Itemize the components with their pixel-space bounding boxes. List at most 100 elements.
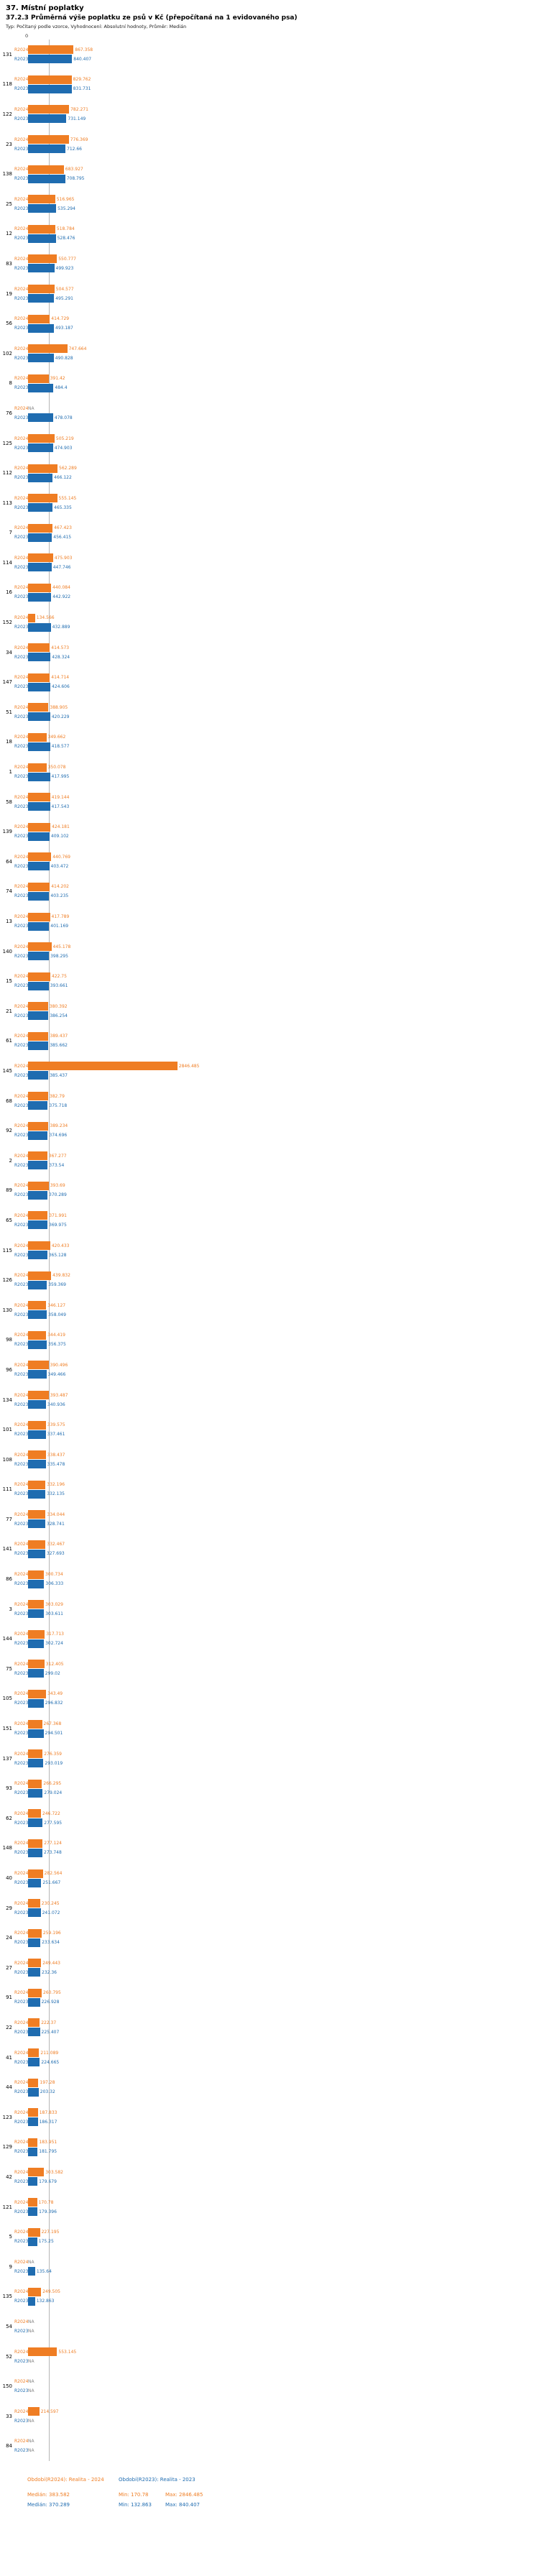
row-bars: R2024 445.178 R2023 398.295: [14, 942, 539, 961]
series-label-r2024: R2024: [14, 1871, 28, 1877]
bar-r2024: [28, 45, 74, 55]
chart-row: 3 R2024 303.029 R2023 303.611: [0, 1594, 539, 1624]
bar-track-r2023: 385.662: [28, 1041, 539, 1050]
bar-track-r2024: 230.245: [28, 1899, 539, 1908]
row-id-label: 58: [6, 799, 12, 805]
bar-value-r2023: 484.4: [55, 385, 68, 391]
bar-track-r2023: 135.64: [28, 2267, 539, 2276]
bar-r2023: [28, 1968, 40, 1977]
series-label-r2023: R2023: [14, 445, 28, 451]
bar-value-r2023: 447.746: [52, 564, 71, 570]
bar-value-r2023: 424.606: [52, 684, 70, 690]
bar-line-r2023: R2023 NA: [14, 2446, 539, 2455]
bar-value-r2023: 226.928: [41, 2000, 60, 2005]
bar-track-r2023: 712.66: [28, 144, 539, 154]
chart-title: 37.2.3 Průměrná výše poplatku ze psů v K…: [6, 14, 298, 22]
row-id-label: 12: [6, 231, 12, 237]
bar-track-r2024: 393.487: [28, 1391, 539, 1400]
bar-value-r2024: 338.437: [47, 1452, 65, 1458]
chart-row: 62 R2024 246.722 R2023 277.595: [0, 1803, 539, 1834]
bar-r2024: [28, 972, 50, 981]
bar-r2024: [28, 613, 35, 622]
bar-r2023: [28, 1430, 46, 1439]
bar-value-r2023: 277.595: [44, 1820, 63, 1826]
row-id-label: 134: [2, 1397, 12, 1403]
bar-r2023: [28, 592, 52, 602]
series-label-r2023: R2023: [14, 2418, 28, 2424]
bar-value-r2024: NA: [28, 405, 34, 411]
bar-track-r2024: 417.789: [28, 912, 539, 921]
bar-track-r2024: 440.084: [28, 583, 539, 592]
bar-line-r2024: R2024 312.405: [14, 1660, 539, 1669]
bar-r2023: [28, 1400, 46, 1409]
row-bars: R2024 518.784 R2023 528.476: [14, 224, 539, 243]
bar-value-r2024: 332.467: [47, 1542, 65, 1547]
chart-row: 131 R2024 867.358 R2023 840.407: [0, 40, 539, 70]
bar-track-r2023: 447.746: [28, 563, 539, 572]
bar-line-r2024: R2024 553.145: [14, 2347, 539, 2357]
series-label-r2024: R2024: [14, 436, 28, 441]
row-id-label: 77: [6, 1516, 12, 1522]
row-id-label: 51: [6, 709, 12, 715]
bar-line-r2023: R2023 409.102: [14, 832, 539, 841]
bar-value-r2024: 440.084: [52, 585, 70, 591]
bar-track-r2024: 414.202: [28, 882, 539, 891]
series-label-r2024: R2024: [14, 196, 28, 202]
bar-line-r2024: R2024 227.195: [14, 2227, 539, 2237]
row-bars: R2024 867.358 R2023 840.407: [14, 45, 539, 64]
bar-value-r2024: 312.405: [45, 1661, 64, 1667]
bar-r2024: [28, 1241, 50, 1251]
series-label-r2023: R2023: [14, 1162, 28, 1168]
row-bars: R2024 222.37 R2023 225.407: [14, 2018, 539, 2037]
chart-row: 68 R2024 382.79 R2023 375.718: [0, 1086, 539, 1116]
series-label-r2023: R2023: [14, 2029, 28, 2035]
bar-r2024: [28, 165, 64, 174]
bar-track-r2024: 555.145: [28, 494, 539, 503]
bar-r2024: [28, 1540, 46, 1549]
bar-r2024: [28, 1450, 46, 1460]
bar-r2024: [28, 1151, 47, 1161]
series-label-r2023: R2023: [14, 1850, 28, 1856]
bar-r2024: [28, 254, 57, 264]
series-label-r2024: R2024: [14, 914, 28, 920]
series-label-r2024: R2024: [14, 286, 28, 292]
chart-row: 150 R2024 NA R2023 NA: [0, 2371, 539, 2401]
bar-track-r2023: 456.415: [28, 533, 539, 542]
series-label-r2023: R2023: [14, 1940, 28, 1946]
bar-track-r2024: 349.662: [28, 732, 539, 742]
bar-line-r2023: R2023 365.128: [14, 1251, 539, 1260]
series-label-r2023: R2023: [14, 1880, 28, 1886]
chart-row: 61 R2024 389.437 R2023 385.662: [0, 1026, 539, 1057]
bar-r2024: [28, 1809, 41, 1818]
bar-line-r2024: R2024 170.78: [14, 2198, 539, 2207]
row-id-label: 115: [2, 1247, 12, 1254]
chart-row: 134 R2024 393.487 R2023 340.936: [0, 1385, 539, 1415]
bar-value-r2023: 374.696: [49, 1133, 68, 1138]
bar-line-r2024: R2024 419.144: [14, 793, 539, 802]
bar-r2024: [28, 583, 52, 592]
bar-track-r2023: 251.667: [28, 1878, 539, 1887]
chart-row: 93 R2024 266.295 R2023 279.024: [0, 1773, 539, 1803]
bar-value-r2024: 371.991: [49, 1213, 67, 1218]
row-id-label: 15: [6, 978, 12, 985]
bar-r2023: [28, 2058, 40, 2067]
bar-r2024: [28, 2018, 40, 2028]
bar-r2024: [28, 2108, 38, 2117]
series-label-r2024: R2024: [14, 2349, 28, 2355]
bar-track-r2024: 303.029: [28, 1600, 539, 1609]
bar-track-r2023: 420.229: [28, 712, 539, 722]
bar-value-r2024: 424.181: [52, 824, 70, 830]
chart-row: 42 R2024 303.582 R2023 179.679: [0, 2162, 539, 2192]
bar-value-r2023: NA: [28, 2388, 34, 2394]
bar-line-r2024: R2024 214.597: [14, 2407, 539, 2416]
bar-r2024: [28, 1600, 45, 1609]
bar-value-r2023: 442.922: [52, 594, 71, 600]
bar-track-r2023: 306.333: [28, 1579, 539, 1588]
row-bars: R2024 389.437 R2023 385.662: [14, 1031, 539, 1050]
bar-value-r2024: 300.734: [45, 1572, 63, 1578]
series-label-r2024: R2024: [14, 675, 28, 681]
x-axis-zero-tick: 0: [25, 33, 29, 39]
bar-track-r2023: 241.072: [28, 1908, 539, 1918]
bar-r2023: [28, 174, 65, 183]
row-id-label: 96: [6, 1366, 12, 1373]
